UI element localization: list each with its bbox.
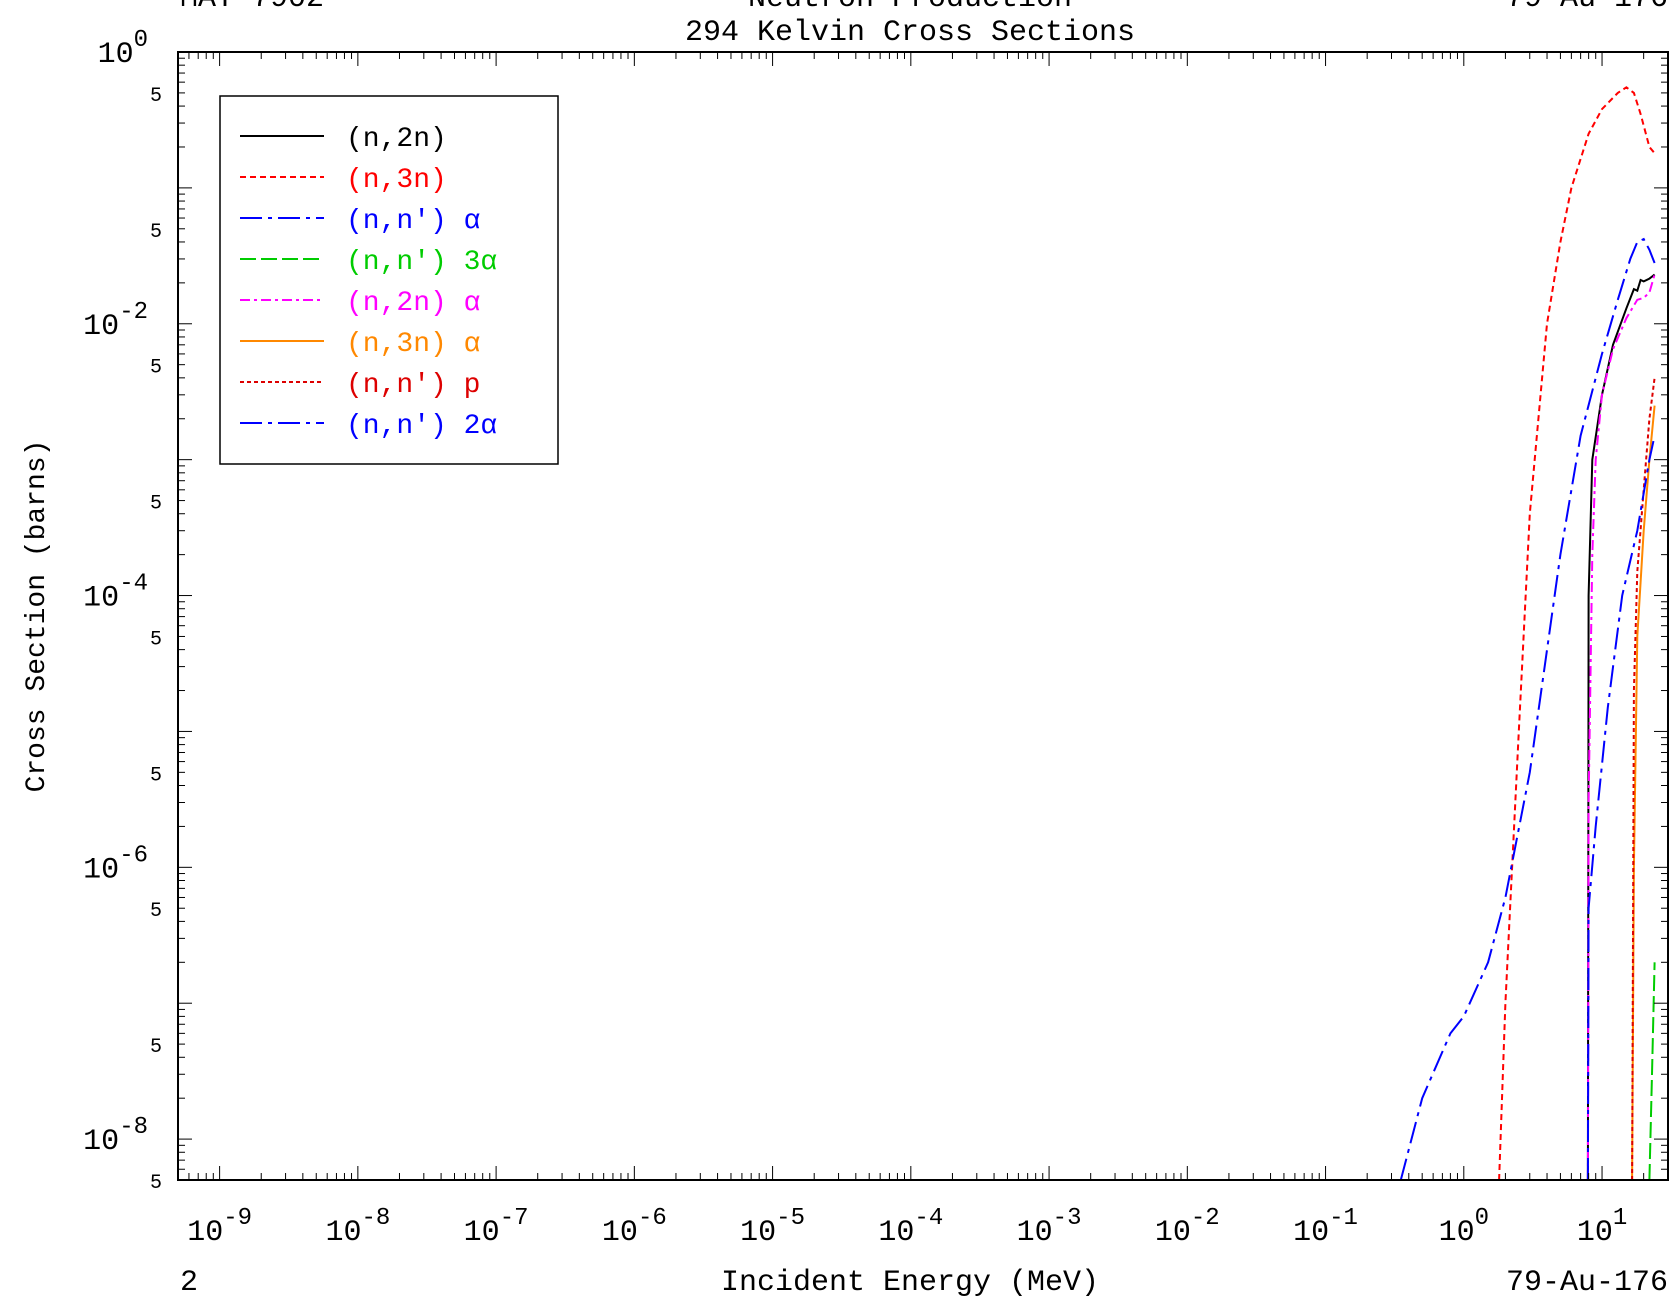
header-mat-label: MAT 7902: [180, 0, 324, 16]
y-minor-tick-label: 5: [150, 493, 162, 516]
legend-entry: (n,2n): [346, 124, 447, 155]
chart-title: 294 Kelvin Cross Sections: [685, 16, 1135, 50]
series-layer: [1399, 86, 1656, 1181]
y-minor-tick-label: 5: [150, 1172, 162, 1195]
x-tick-label: 10-2: [1155, 1205, 1220, 1250]
legend-entry: (n,n') 2α: [346, 411, 497, 442]
legend-entry: (n,2n) α: [346, 288, 480, 319]
y-minor-tick-label: 5: [150, 628, 162, 651]
legend-entry: (n,3n): [346, 165, 447, 196]
series-line: [1586, 274, 1656, 1181]
series-line: [1631, 377, 1656, 1181]
series-line: [1648, 962, 1656, 1181]
y-tick-label: 10-2: [83, 299, 148, 344]
x-tick-label: 100: [1439, 1205, 1489, 1250]
series-line: [1399, 237, 1656, 1181]
y-minor-tick-label: 5: [150, 221, 162, 244]
x-axis-label: Incident Energy (MeV): [721, 1266, 1099, 1300]
series-line: [1498, 86, 1656, 1181]
x-tick-label: 10-7: [464, 1205, 529, 1250]
y-tick-label: 10-6: [83, 842, 148, 887]
legend-entry: (n,n') p: [346, 370, 480, 401]
y-tick-label: 10-4: [83, 571, 148, 616]
x-tick-label: 10-3: [1017, 1205, 1082, 1250]
y-minor-tick-label: 5: [150, 85, 162, 108]
y-minor-tick-label: 5: [150, 900, 162, 923]
legend-entry: (n,n') α: [346, 206, 480, 237]
footer-page-number: 2: [180, 1266, 198, 1300]
legend: (n,2n) (n,3n) (n,n') α (n,n') 3α (n,2n) α (n,…: [219, 95, 559, 465]
x-tick-label: 101: [1577, 1205, 1627, 1250]
header-nuclide-label: 79-Au-176: [1506, 0, 1668, 16]
x-tick-label: 10-8: [325, 1205, 390, 1250]
legend-entry: (n,n') 3α: [346, 247, 497, 278]
legend-entry: (n,3n) α: [346, 329, 480, 360]
series-line: [1586, 435, 1656, 1181]
y-minor-tick-label: 5: [150, 1036, 162, 1059]
header-title-line1: Neutron Production: [748, 0, 1072, 16]
plot-frame: [177, 51, 1669, 1181]
series-line: [1586, 273, 1656, 1181]
footer-nuclide-label: 79-Au-176: [1506, 1266, 1668, 1300]
y-tick-label: 10-8: [83, 1114, 148, 1159]
y-minor-tick-label: 5: [150, 357, 162, 380]
y-minor-tick-label: 5: [150, 764, 162, 787]
x-tick-label: 10-5: [740, 1205, 805, 1250]
x-tick-label: 10-6: [602, 1205, 667, 1250]
x-tick-label: 10-9: [187, 1205, 252, 1250]
series-line: [1631, 405, 1656, 1181]
x-tick-label: 10-4: [878, 1205, 943, 1250]
ticks-layer: 5 5 5 5 5 5 5 5 5 10-9 10-8 10-7 10-6 10-5 10-4 10-3 10-…: [83, 27, 1669, 1250]
y-axis-label: Cross Section (barns): [22, 440, 53, 793]
x-tick-label: 10-1: [1293, 1205, 1358, 1250]
legend-box: [219, 95, 559, 465]
y-tick-label: 100: [98, 27, 148, 72]
